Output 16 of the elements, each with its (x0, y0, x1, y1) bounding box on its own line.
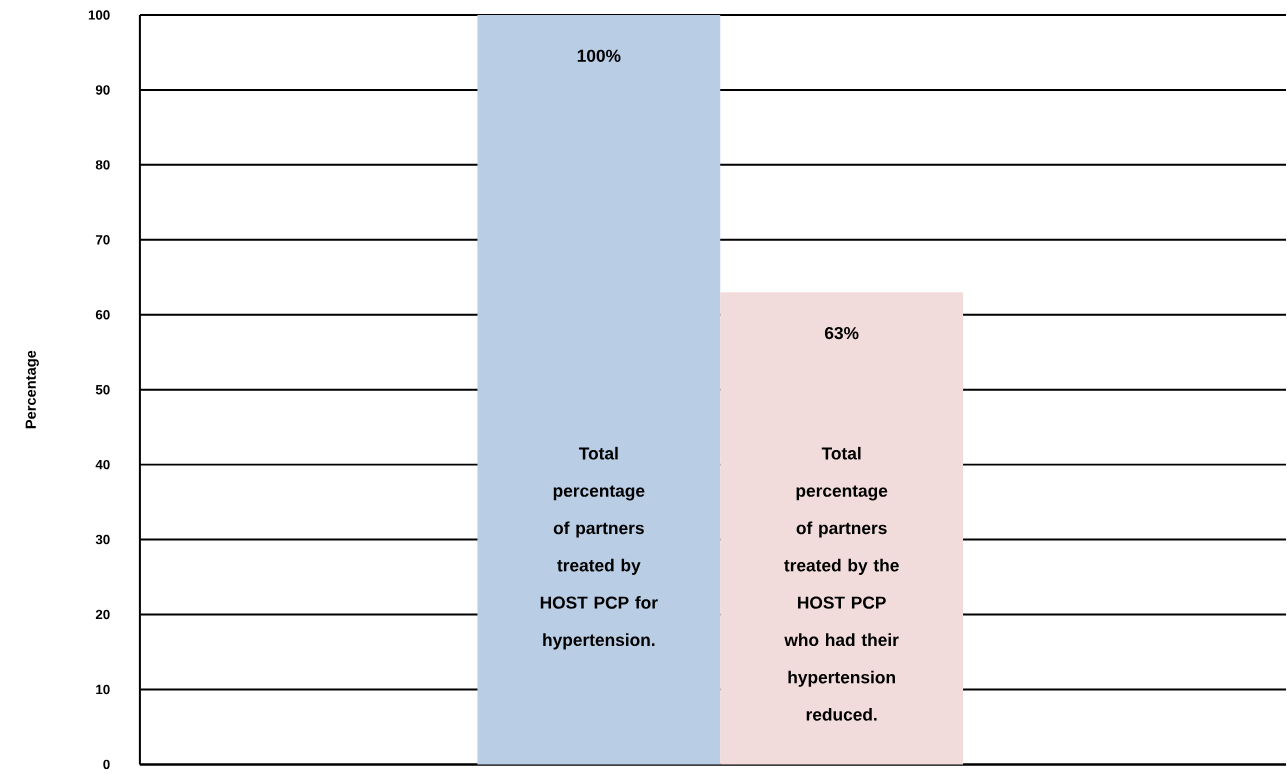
y-tick-label: 0 (103, 759, 110, 770)
y-tick-label: 10 (96, 684, 110, 695)
y-tick-label: 100 (88, 10, 110, 20)
category-label: Total percentage of partners treated by HOST PCP for hypertension. (540, 447, 658, 650)
data-label: 63% (824, 327, 859, 340)
y-axis-title: Percentage (25, 350, 39, 429)
data-label: 100% (577, 49, 621, 63)
y-tick-label: 20 (95, 610, 110, 620)
y-tick-label: 60 (95, 310, 110, 320)
y-tick-label: 90 (95, 85, 110, 95)
y-tick-label: 50 (95, 385, 110, 395)
y-tick-label: 30 (95, 535, 110, 545)
y-tick-label: 70 (95, 235, 110, 245)
y-tick-label: 40 (95, 460, 110, 470)
category-label: Total percentage of partners treated by the HOST PCP who had their hypertension reduced. (784, 447, 899, 721)
y-tick-label: 80 (95, 160, 110, 170)
